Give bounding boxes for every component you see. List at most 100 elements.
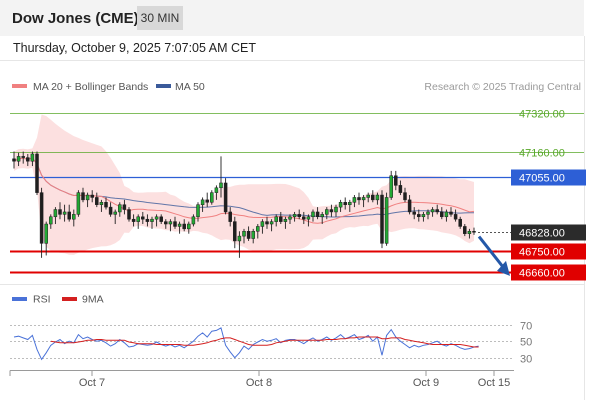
- level-label-4: 46660.00: [519, 268, 565, 280]
- candle-body-up: [62, 211, 67, 215]
- candle-body-down: [435, 209, 439, 213]
- candle: [122, 199, 127, 215]
- candle: [242, 228, 246, 244]
- rsi-panel: 70 50 30: [10, 321, 532, 366]
- candle: [53, 207, 58, 225]
- candle-body-up: [444, 211, 449, 218]
- last-price-label-bg: [511, 224, 586, 241]
- candle: [417, 209, 421, 222]
- candle: [173, 216, 177, 229]
- candle: [150, 216, 154, 229]
- candle: [90, 190, 94, 203]
- candle-body-up: [426, 211, 430, 215]
- candle-body-down: [39, 192, 44, 244]
- rsi-tick-label-70: 70: [520, 321, 532, 333]
- candle: [127, 207, 131, 222]
- candle: [361, 195, 366, 208]
- candle-body-up: [187, 223, 191, 230]
- candle: [279, 211, 283, 225]
- candle-body-down: [453, 214, 458, 220]
- candle-body-down: [12, 158, 16, 162]
- x-axis-ticks: Oct 7 Oct 8 Oct 9 Oct 15: [9, 370, 510, 389]
- candle: [357, 192, 361, 205]
- candle: [283, 216, 288, 229]
- candle: [210, 190, 214, 205]
- level-label-3: 46750.00: [519, 247, 565, 259]
- candle: [380, 190, 384, 249]
- candle: [81, 187, 85, 203]
- candle-body-up: [16, 156, 21, 162]
- candle: [329, 204, 334, 217]
- candle-body-down: [407, 199, 412, 213]
- candle-body-up: [325, 209, 329, 215]
- candle-body-up: [311, 211, 315, 218]
- candle-body-down: [127, 209, 131, 220]
- candle-body-down: [302, 216, 306, 220]
- candle: [200, 197, 205, 212]
- rsi-tick-label-30: 30: [520, 354, 532, 366]
- candle-body-down: [343, 202, 347, 205]
- candle-body-up: [49, 216, 53, 225]
- candle: [30, 151, 35, 167]
- candle-body-up: [196, 204, 200, 218]
- candle-body-up: [366, 194, 370, 198]
- candle-body-down: [371, 194, 375, 201]
- candle-body-down: [458, 218, 462, 227]
- forecast-arrow-head: [497, 260, 510, 276]
- header-bar: Dow Jones (CME) 30 MIN: [0, 0, 584, 36]
- candle: [95, 192, 99, 208]
- candle: [85, 192, 90, 208]
- x-tick-label: Oct 15: [478, 377, 510, 389]
- candle: [407, 195, 412, 215]
- candle: [49, 214, 53, 229]
- legend-swatch-9ma: [62, 297, 77, 301]
- candle-body-up: [288, 216, 292, 220]
- candle-body-down: [141, 216, 145, 220]
- candle-body-up: [136, 216, 140, 222]
- datetime-label: Thursday, October 9, 2025 7:07:05 AM CET: [13, 41, 256, 55]
- candle: [168, 219, 173, 232]
- candle: [118, 202, 122, 217]
- main-legend: MA 20 + Bollinger Bands MA 50 Research ©…: [12, 81, 581, 93]
- candle-body-down: [81, 192, 85, 201]
- candle: [260, 219, 265, 234]
- legend-label-ma20: MA 20 + Bollinger Bands: [33, 81, 148, 93]
- candle-body-down: [159, 216, 163, 222]
- candle-body-down: [233, 221, 237, 242]
- candle: [131, 214, 136, 227]
- candle-body-up: [348, 202, 352, 205]
- candle: [375, 192, 380, 205]
- rsi-series-9ma: [50, 336, 479, 348]
- candle-body-down: [131, 218, 136, 222]
- timeframe-button[interactable]: 30 MIN: [137, 6, 183, 30]
- candle: [76, 190, 81, 217]
- candle: [371, 190, 375, 203]
- candle: [187, 221, 191, 234]
- candle-body-up: [219, 182, 223, 189]
- candle-body-up: [292, 214, 297, 218]
- candle: [228, 207, 232, 227]
- last-price-label: 46828.00: [519, 228, 565, 240]
- candle-body-up: [210, 192, 214, 203]
- candle: [306, 214, 311, 227]
- candle-body-down: [417, 214, 421, 218]
- candle-body-down: [104, 202, 108, 208]
- candle-body-down: [315, 211, 320, 218]
- candle-body-down: [398, 185, 403, 193]
- candle: [302, 211, 306, 225]
- candle: [269, 219, 274, 232]
- candle-body-up: [306, 216, 311, 220]
- candle-body-up: [269, 221, 274, 225]
- candle: [463, 224, 467, 237]
- candle: [233, 216, 237, 249]
- candle: [453, 209, 458, 222]
- candle: [256, 224, 260, 239]
- candle: [403, 187, 407, 203]
- candle: [352, 195, 357, 208]
- candle: [26, 153, 30, 167]
- legend-label-rsi: RSI: [33, 294, 51, 306]
- candle: [12, 151, 16, 169]
- candle-body-down: [223, 182, 228, 213]
- candle-body-up: [274, 216, 278, 222]
